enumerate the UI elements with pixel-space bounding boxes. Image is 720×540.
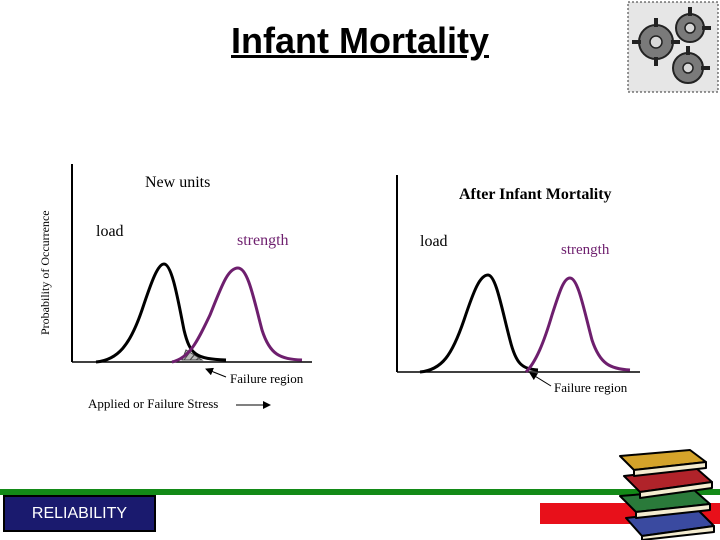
reliability-label: RELIABILITY [3,495,156,532]
gears-icon [627,1,719,93]
books-icon [619,449,715,540]
left-load-label: load [96,223,124,240]
left-strength-curve [171,266,303,364]
slide-title: Infant Mortality [231,20,489,61]
left-load-curve [95,262,227,364]
right-failure-label: Failure region [554,380,628,395]
left-failure-label: Failure region [230,371,304,386]
right-panel-heading: After Infant Mortality [459,186,612,203]
left-failure-arrow [205,367,227,378]
right-strength-label: strength [561,242,610,258]
right-load-curve [419,273,539,374]
left-panel-heading: New units [145,174,211,191]
x-axis-label: Applied or Failure Stress [88,396,219,411]
left-strength-label: strength [237,232,289,249]
right-failure-arrow [529,372,552,387]
right-load-label: load [420,233,448,250]
right-strength-curve [524,276,631,374]
footer-bar [0,489,720,495]
